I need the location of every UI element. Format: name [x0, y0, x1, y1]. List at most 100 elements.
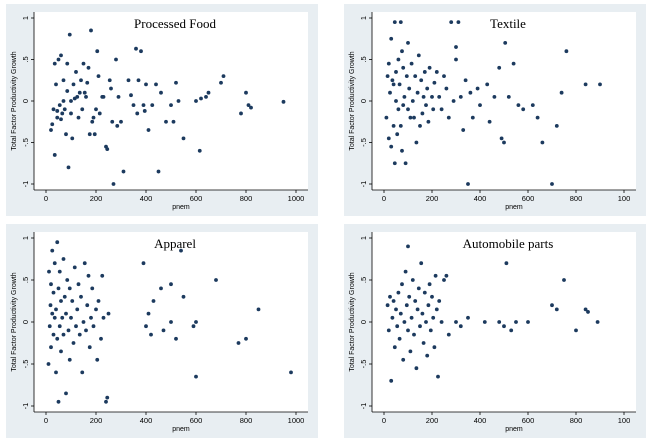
scatter-point: [427, 65, 432, 70]
scatter-point: [406, 328, 410, 333]
scatter-point: [55, 240, 60, 245]
scatter-point: [516, 103, 521, 108]
scatter-point: [169, 282, 173, 287]
chart-automobile-parts: 0 200 400 600 800 100 -1 -.5 0 .5 1 pnem Total Facto…: [349, 232, 636, 433]
scatter-point: [52, 315, 57, 320]
scatter-point: [418, 324, 422, 329]
scatter-point: [64, 132, 68, 137]
scatter-point: [413, 299, 418, 303]
scatter-point: [95, 49, 100, 54]
scatter-point: [94, 307, 98, 312]
scatter-point: [50, 248, 55, 253]
y-tick-label: 1: [359, 16, 368, 20]
scatter-point: [416, 286, 421, 291]
scatter-point: [104, 399, 108, 404]
scatter-point: [194, 320, 198, 324]
x-tick-label: 1000: [288, 416, 305, 425]
scatter-point: [81, 320, 86, 324]
scatter-point: [90, 119, 95, 124]
scatter-point: [478, 103, 482, 108]
scatter-point: [418, 124, 422, 128]
scatter-point: [419, 261, 424, 266]
scatter-point: [110, 119, 115, 124]
scatter-point: [502, 324, 506, 329]
scatter-point: [454, 57, 458, 62]
scatter-point: [410, 99, 415, 103]
scatter-point: [206, 90, 211, 95]
scatter-point: [256, 307, 261, 312]
scatter-point: [419, 78, 424, 83]
scatter-point: [281, 99, 286, 104]
scatter-point: [404, 74, 409, 78]
scatter-point: [87, 132, 92, 137]
scatter-point: [408, 349, 413, 354]
scatter-point: [61, 99, 66, 103]
scatter-point: [550, 303, 554, 308]
scatter-point: [431, 107, 436, 112]
scatter-point: [239, 111, 243, 116]
scatter-point: [400, 49, 404, 54]
scatter-point: [499, 136, 504, 141]
plot-area: [372, 232, 636, 412]
scatter-point: [119, 119, 123, 124]
scatter-point: [47, 269, 51, 274]
scatter-point: [101, 315, 106, 320]
scatter-point: [487, 119, 492, 124]
scatter-point: [85, 303, 90, 308]
scatter-point: [398, 124, 403, 128]
scatter-point: [413, 74, 418, 78]
scatter-point: [99, 336, 103, 341]
scatter-point: [406, 41, 410, 45]
scatter-point: [121, 169, 126, 174]
scatter-point: [415, 90, 420, 95]
scatter-point: [398, 20, 403, 25]
scatter-point: [249, 105, 253, 110]
scatter-point: [62, 107, 67, 112]
scatter-point: [84, 328, 88, 333]
scatter-point: [389, 144, 394, 149]
scatter-point: [90, 286, 95, 291]
scatter-point: [434, 307, 439, 312]
scatter-point: [51, 107, 56, 112]
panel-apparel: 0 200 400 600 800 1000 -1 -.5 0 .5 1 pnem Total Fact…: [6, 224, 318, 438]
scatter-point: [174, 336, 178, 341]
scatter-point: [56, 286, 61, 291]
scatter-point: [442, 278, 446, 282]
scatter-point: [55, 115, 60, 120]
x-axis-title: pnem: [505, 204, 523, 211]
scatter-point: [439, 107, 444, 112]
scatter-point: [502, 140, 506, 145]
scatter-point: [67, 286, 72, 291]
x-tick-label: 0: [44, 416, 48, 425]
scatter-point: [442, 74, 446, 78]
scatter-point: [424, 320, 428, 324]
scatter-point: [425, 86, 430, 91]
scatter-point: [151, 299, 156, 303]
scatter-point: [89, 315, 93, 320]
scatter-point: [194, 99, 198, 103]
scatter-point: [396, 57, 401, 62]
y-axis-title: Total Factor Productivity Growth: [349, 51, 356, 150]
scatter-point: [64, 311, 68, 316]
scatter-point: [424, 103, 428, 108]
scatter-point: [77, 332, 82, 337]
scatter-point: [416, 53, 421, 58]
scatter-point: [67, 357, 72, 362]
x-tick-label: 800: [570, 416, 583, 425]
scatter-point: [176, 99, 181, 103]
panel-title: Processed Food: [134, 16, 216, 31]
x-tick-label: 200: [90, 194, 103, 203]
scatter-point: [397, 82, 402, 87]
scatter-point: [136, 78, 141, 83]
x-axis-title: pnem: [505, 426, 523, 433]
x-tick-label: 600: [190, 416, 203, 425]
scatter-point: [430, 94, 434, 99]
scatter-point: [97, 111, 102, 116]
scatter-point: [204, 94, 208, 99]
scatter-point: [50, 311, 55, 316]
scatter-point: [75, 307, 80, 312]
scatter-point: [421, 94, 426, 99]
scatter-point: [428, 328, 433, 333]
scatter-point: [62, 294, 67, 299]
panel-title: Automobile parts: [463, 236, 554, 251]
